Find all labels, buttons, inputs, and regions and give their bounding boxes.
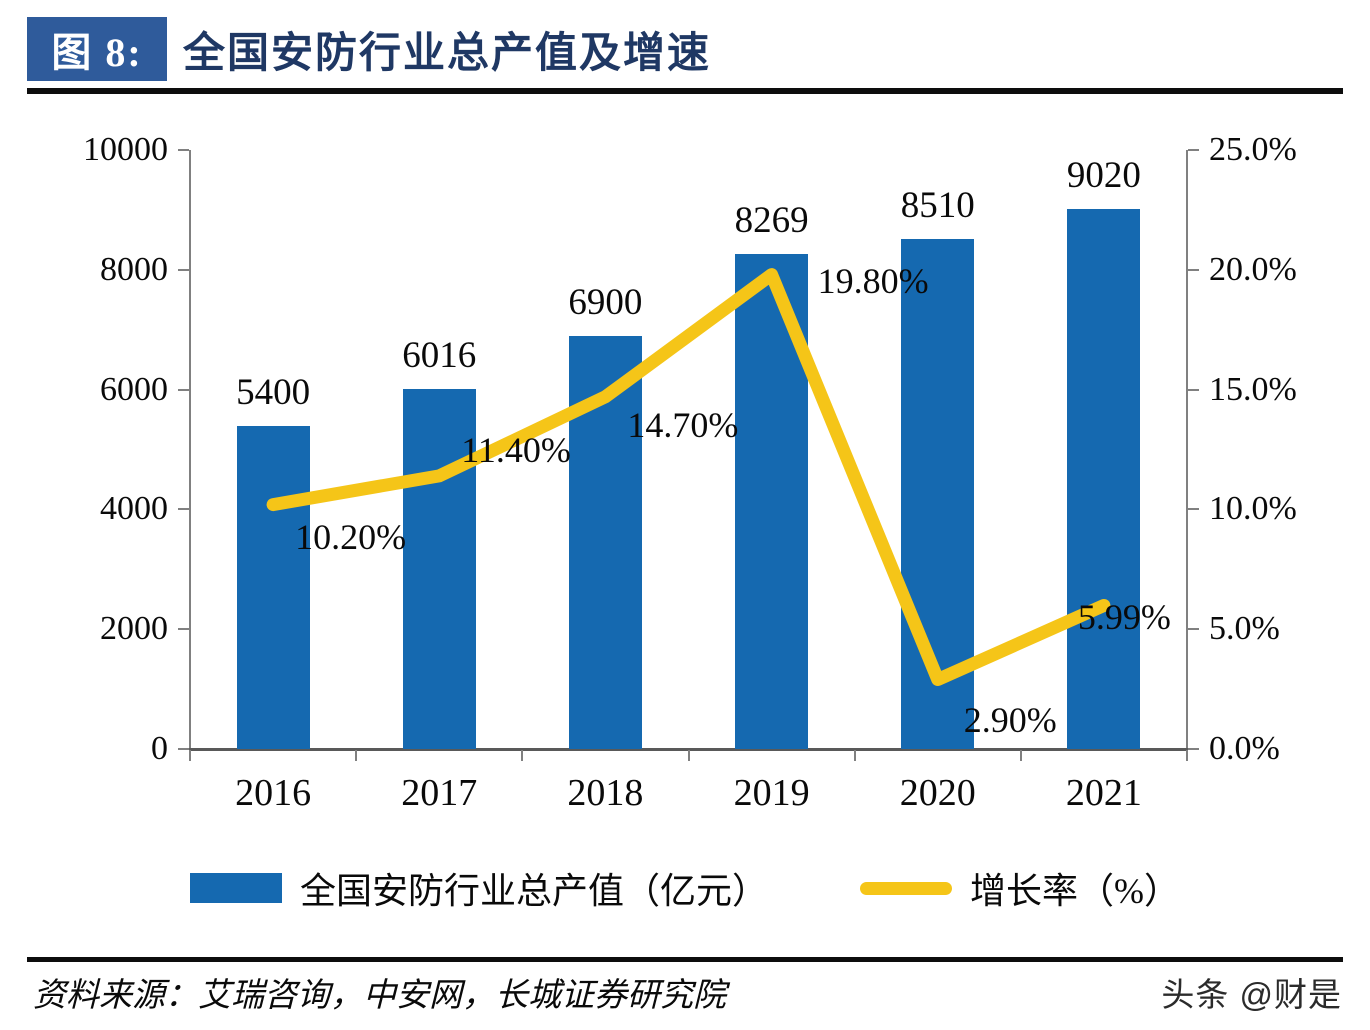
figure-number-badge: 图 8:	[27, 17, 167, 81]
left-axis-tick	[178, 149, 189, 151]
legend-item-growth-rate: 增长率（%）	[860, 862, 1180, 914]
source-note: 资料来源：艾瑞咨询，中安网，长城证券研究院	[33, 978, 726, 1014]
right-axis-tick	[1188, 388, 1199, 391]
chart-container: 0 2000 4000 6000 8000 10000 0.0% 5.0% 10.0% 15.0…	[0, 98, 1370, 953]
watermark: 头条 @财是	[1161, 976, 1342, 1013]
growth-rate-value-label: 19.80%	[817, 260, 929, 301]
growth-rate-value-label: 2.90%	[963, 699, 1057, 740]
header-divider	[27, 88, 1343, 94]
left-axis-tick-label: 2000	[100, 610, 168, 648]
bar-swatch-icon	[189, 873, 282, 903]
bar	[1067, 208, 1141, 749]
right-axis-tick	[1188, 508, 1199, 511]
x-axis-tick	[355, 750, 358, 761]
right-axis-tick-label: 15.0%	[1209, 370, 1297, 408]
x-axis-line	[189, 748, 1188, 751]
left-axis-tick	[178, 268, 189, 271]
growth-rate-value-label: 10.20%	[295, 516, 407, 557]
x-axis-category-label: 2018	[567, 772, 644, 814]
bar-value-label: 9020	[1066, 154, 1141, 196]
footer-divider	[27, 957, 1343, 962]
right-axis-tick	[1188, 628, 1199, 631]
x-axis-category-label: 2016	[235, 772, 312, 814]
left-axis-tick	[178, 628, 189, 631]
x-axis-tick	[189, 750, 191, 761]
legend-item-total-output: 全国安防行业总产值（亿元）	[189, 862, 768, 914]
growth-rate-line-series	[266, 268, 1111, 687]
x-axis-category-label: 2019	[733, 772, 810, 814]
x-axis-tick	[687, 750, 690, 761]
left-axis-tick	[178, 508, 189, 511]
bar	[735, 253, 809, 749]
legend-label-growth-rate: 增长率（%）	[970, 871, 1180, 911]
bar	[901, 239, 975, 749]
line-swatch-icon	[860, 881, 952, 895]
left-axis-tick-label: 0	[151, 730, 168, 767]
growth-rate-value-label: 5.99%	[1077, 597, 1171, 638]
x-axis-tick	[853, 750, 856, 761]
x-axis-tick	[521, 750, 524, 761]
x-axis-tick	[1019, 750, 1022, 761]
chart-legend: 全国安防行业总产值（亿元） 增长率（%）	[0, 853, 1370, 923]
right-axis-tick-label: 25.0%	[1209, 131, 1297, 168]
x-axis-tick	[1186, 750, 1188, 761]
left-axis-tick-label: 10000	[83, 131, 168, 168]
right-axis-tick	[1188, 268, 1199, 271]
bar	[236, 425, 310, 749]
left-axis-tick-label: 6000	[100, 370, 168, 408]
left-axis-tick	[178, 748, 189, 750]
right-axis-tick-label: 20.0%	[1209, 250, 1297, 288]
right-axis-tick	[1188, 149, 1199, 151]
growth-rate-value-label: 11.40%	[461, 429, 571, 470]
x-axis-category-label: 2020	[899, 772, 976, 814]
bar-value-label: 6016	[402, 334, 477, 376]
left-axis-tick-label: 4000	[100, 490, 168, 528]
bar-value-label: 5400	[236, 371, 311, 413]
bar-value-label: 6900	[568, 281, 643, 323]
left-axis-tick-label: 8000	[100, 250, 168, 288]
right-axis-tick-label: 0.0%	[1209, 730, 1280, 767]
growth-rate-polyline	[266, 268, 1111, 687]
figure-header: 图 8: 全国安防行业总产值及增速	[0, 0, 1370, 98]
plot-area: 0 2000 4000 6000 8000 10000 0.0% 5.0% 10.0% 15.0…	[83, 133, 1297, 813]
legend-label-total-output: 全国安防行业总产值（亿元）	[299, 871, 768, 911]
bar-value-label: 8269	[734, 199, 809, 241]
x-axis-category-label: 2021	[1065, 772, 1142, 814]
left-axis-tick	[178, 388, 189, 391]
page-title: 全国安防行业总产值及增速	[183, 30, 712, 77]
right-axis-tick-label: 5.0%	[1209, 610, 1280, 648]
right-axis-line	[1186, 150, 1188, 749]
growth-rate-value-label: 14.70%	[627, 404, 739, 445]
x-axis-category-label: 2017	[401, 772, 478, 814]
bar	[568, 335, 642, 749]
left-axis-line	[189, 150, 191, 749]
bar-value-label: 8510	[900, 185, 975, 227]
right-axis-tick-label: 10.0%	[1209, 490, 1297, 528]
right-axis-tick	[1188, 748, 1199, 750]
